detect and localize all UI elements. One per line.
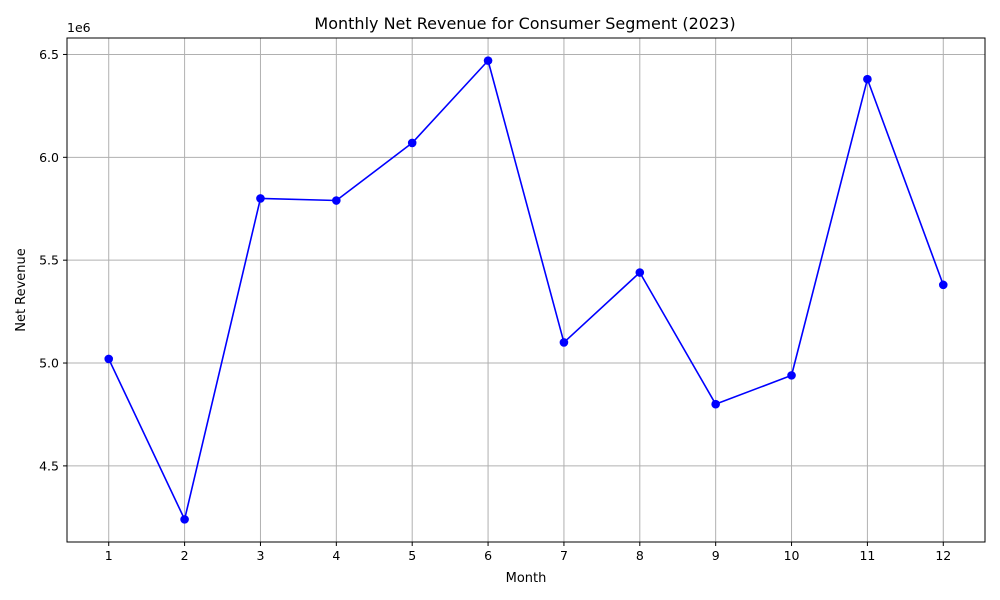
data-point [407, 138, 417, 148]
x-tick-label: 12 [935, 548, 951, 563]
x-tick-label: 7 [560, 548, 568, 563]
data-point [635, 268, 645, 277]
data-point [332, 196, 341, 205]
data-point [863, 74, 872, 84]
grid-layer [67, 38, 985, 542]
y-tick-label: 6.5 [39, 47, 59, 62]
x-tick-label: 5 [408, 548, 416, 563]
plot-frame [66, 37, 986, 543]
x-tick-label: 10 [784, 548, 800, 563]
data-point [180, 515, 189, 524]
data-point [256, 194, 265, 203]
y-axis-label: Net Revenue [14, 248, 29, 332]
x-tick-label: 11 [859, 548, 875, 563]
y-tick-label: 5.0 [39, 356, 59, 371]
x-axis-label: Month [506, 571, 547, 586]
x-tick-label: 3 [256, 548, 264, 563]
data-point [104, 354, 114, 364]
y-tick-label: 5.5 [39, 253, 59, 268]
data-point [559, 338, 569, 347]
x-tick-label: 9 [712, 548, 720, 563]
x-tick-label: 6 [484, 548, 492, 563]
axis-layer: 1 2 3 4 5 6 7 8 9 10 11 124.55.05.56.06.5 [39, 47, 951, 563]
data-point [483, 56, 493, 65]
series-line [108, 59, 945, 521]
x-tick-label: 2 [181, 548, 189, 563]
chart-title: Monthly Net Revenue for Consumer Segment… [314, 14, 735, 33]
x-tick-label: 1 [105, 548, 113, 563]
data-point [711, 399, 720, 409]
y-tick-label: 6.0 [39, 150, 59, 165]
y-tick-label: 4.5 [39, 458, 59, 473]
y-offset-label: 1e6 [67, 20, 91, 35]
x-tick-label: 4 [332, 548, 340, 563]
x-tick-label: 8 [636, 548, 644, 563]
data-point [938, 280, 948, 290]
data-point [787, 371, 796, 380]
series-layer [104, 56, 948, 524]
